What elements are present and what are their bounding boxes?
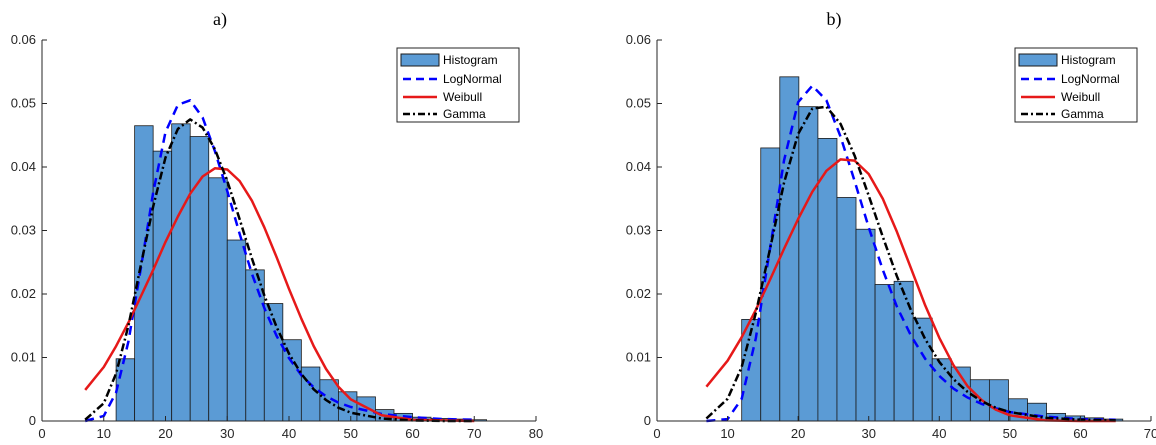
x-tick-label: 20 <box>158 426 172 441</box>
x-tick-label: 10 <box>720 426 734 441</box>
histogram-bar <box>893 280 914 422</box>
panel-b-fitted-curves <box>705 84 1116 423</box>
legend-gamma-label: Gamma <box>1061 107 1104 121</box>
histogram-bar <box>282 339 302 422</box>
y-tick-label: 0.06 <box>626 32 651 47</box>
histogram-bar <box>226 239 247 422</box>
histogram-bar <box>171 123 191 422</box>
y-tick-label: 0.01 <box>11 350 36 365</box>
x-tick-label: 0 <box>653 426 660 441</box>
y-tick-label: 0.06 <box>11 32 36 47</box>
x-tick-label: 30 <box>861 426 875 441</box>
gamma-curve <box>84 118 475 423</box>
legend-lognormal-label: LogNormal <box>443 72 502 86</box>
legend-lognormal-label: LogNormal <box>1061 72 1120 86</box>
x-tick-label: 50 <box>1003 426 1017 441</box>
y-tick-label: 0 <box>644 413 651 428</box>
histogram-bar <box>115 358 136 422</box>
x-tick-label: 40 <box>932 426 946 441</box>
x-tick-label: 20 <box>791 426 805 441</box>
x-tick-label: 50 <box>344 426 358 441</box>
y-tick-label: 0.04 <box>11 159 36 174</box>
x-tick-label: 80 <box>529 426 543 441</box>
histogram-bar <box>874 284 895 422</box>
histogram-bar <box>300 366 321 422</box>
weibull-curve <box>84 167 475 423</box>
histogram-bar <box>760 147 781 422</box>
x-tick-label: 30 <box>220 426 234 441</box>
legend-histogram-label: Histogram <box>443 53 498 67</box>
x-tick-label: 70 <box>1144 426 1156 441</box>
legend-histogram-swatch <box>1018 53 1058 67</box>
histogram-bar <box>245 269 265 422</box>
panel-a-title: a) <box>213 9 227 30</box>
panel-a-histogram <box>115 123 488 422</box>
legend-weibull-label: Weibull <box>443 90 482 104</box>
panel-a-legend: Histogram LogNormal Weibull Gamma <box>396 47 520 123</box>
y-tick-label: 0.05 <box>626 96 651 111</box>
legend-gamma-label: Gamma <box>443 107 486 121</box>
weibull-curve <box>705 158 1116 423</box>
x-tick-label: 0 <box>38 426 45 441</box>
y-tick-label: 0.04 <box>626 159 651 174</box>
x-tick-label: 60 <box>1073 426 1087 441</box>
panel-b-axes: 0 10 20 30 40 50 60 70 0 0.01 0.02 0.03 0.04 0.05 0.06 <box>626 32 1156 441</box>
legend-histogram-label: Histogram <box>1061 53 1116 67</box>
panel-b-title: b) <box>827 9 842 30</box>
histogram-bar <box>855 228 876 422</box>
x-tick-label: 70 <box>467 426 481 441</box>
panel-a: a) 0 10 20 30 40 50 60 70 80 0 0.01 0.02 0.03 0.04 0.0… <box>11 9 544 441</box>
panel-a-fitted-curves <box>84 99 475 423</box>
panel-b-histogram <box>741 76 1124 422</box>
y-tick-label: 0.05 <box>11 96 36 111</box>
y-tick-label: 0.01 <box>626 350 651 365</box>
y-tick-label: 0.02 <box>626 286 651 301</box>
y-tick-label: 0.03 <box>626 223 651 238</box>
legend-histogram-swatch <box>400 53 440 67</box>
panel-b: b) 0 10 20 30 40 50 60 7000.010.020.030.040.050… <box>626 9 1156 441</box>
legend-weibull-label: Weibull <box>1061 90 1100 104</box>
y-tick-label: 0 <box>29 413 36 428</box>
histogram-bar <box>208 177 228 422</box>
panel-b-legend: Histogram LogNormal Weibull Gamma <box>1014 47 1138 123</box>
y-tick-label: 0.03 <box>11 223 36 238</box>
histogram-bar <box>836 197 857 422</box>
panel-a-axes: 0 10 20 30 40 50 60 70 80 0 0.01 0.02 0.03 0.04 0.05 0.… <box>11 32 544 441</box>
histogram-bar <box>931 358 952 422</box>
x-tick-label: 10 <box>97 426 111 441</box>
x-tick-label: 40 <box>282 426 296 441</box>
histogram-bar <box>798 106 819 422</box>
x-tick-label: 60 <box>405 426 419 441</box>
y-tick-label: 0.02 <box>11 286 36 301</box>
